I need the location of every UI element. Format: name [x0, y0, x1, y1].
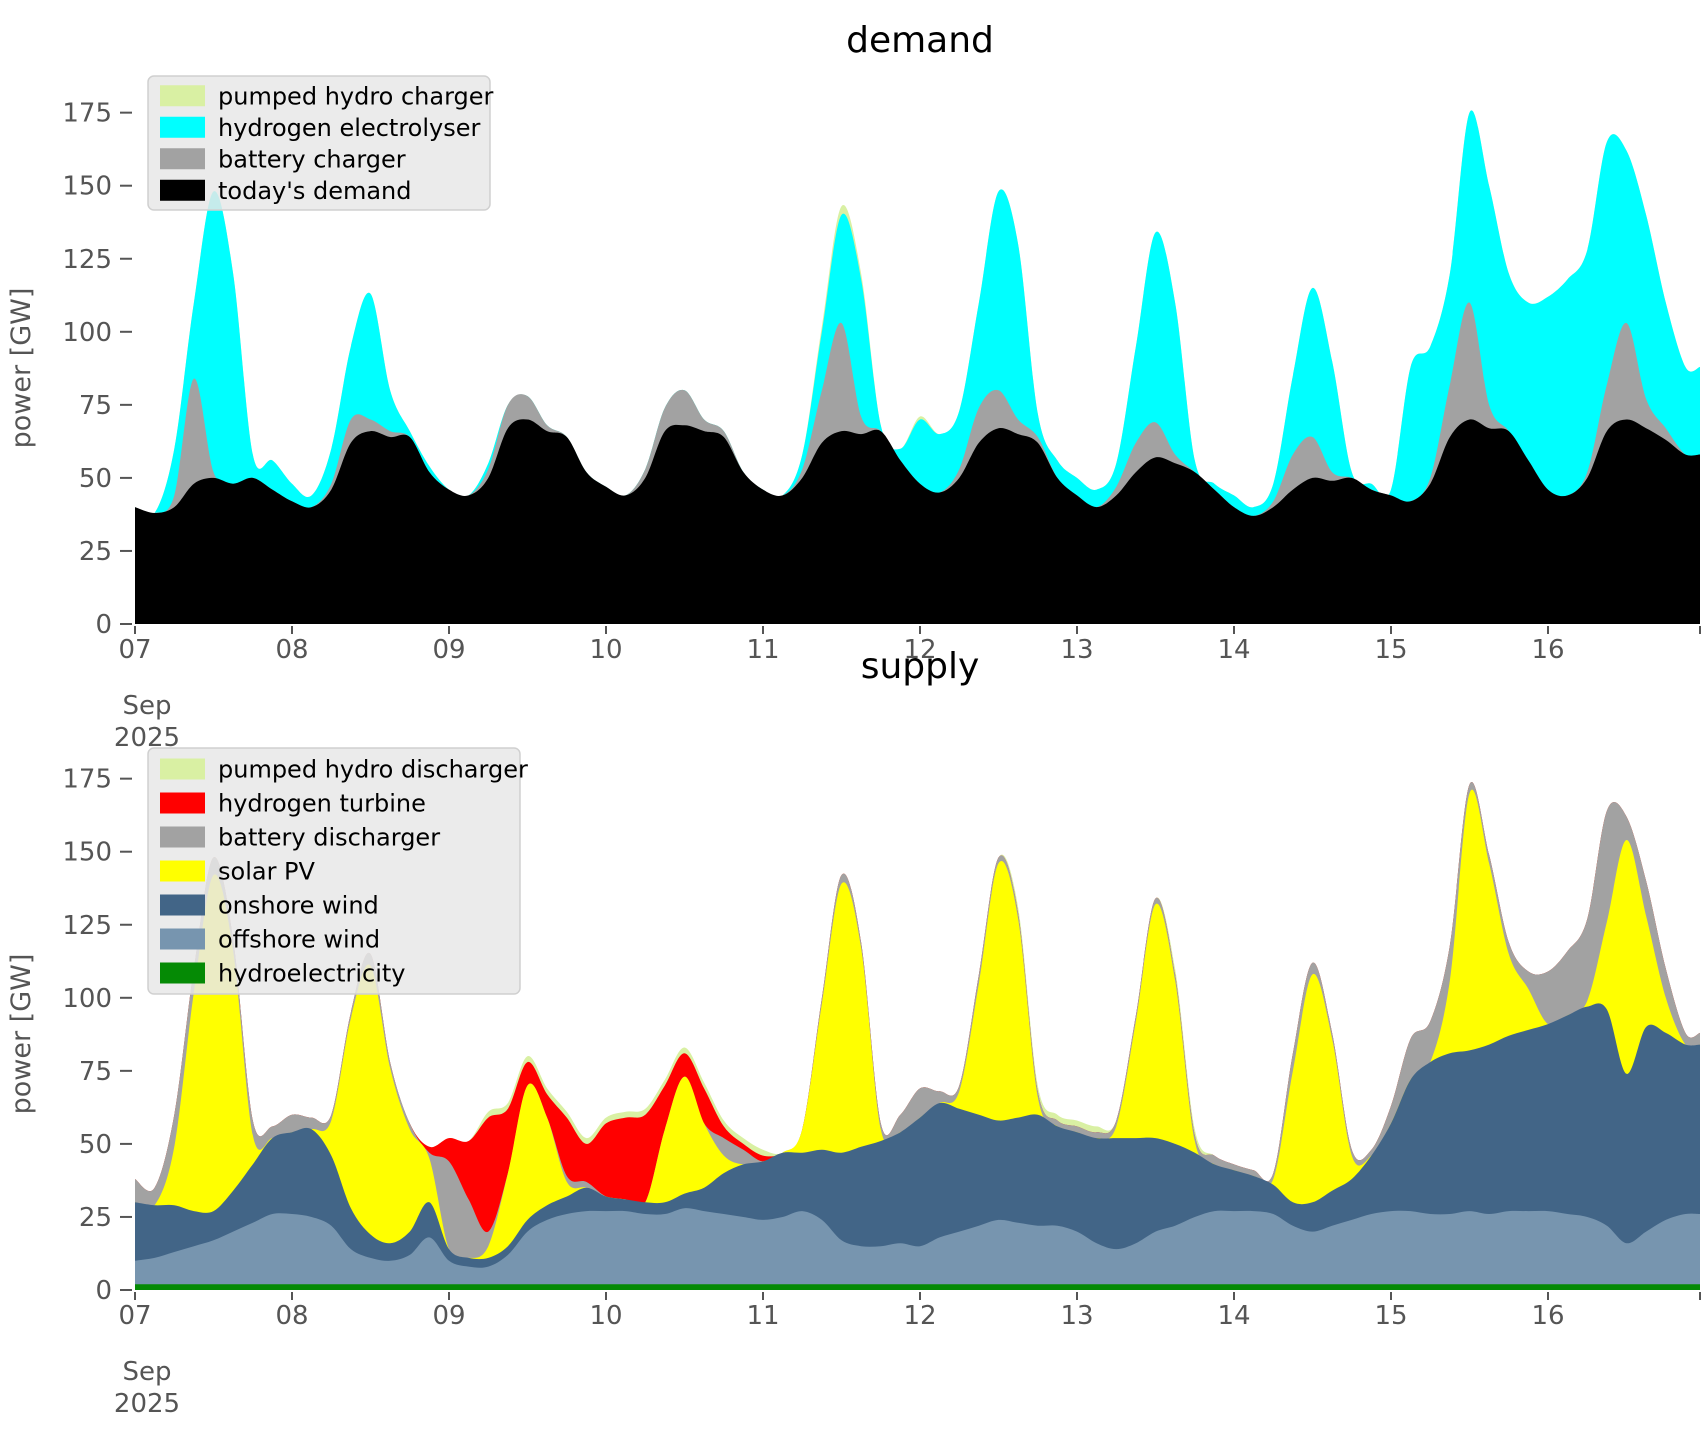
demand-areas	[135, 110, 1700, 624]
x-tick-label: 12	[903, 635, 936, 665]
legend-label: onshore wind	[218, 892, 379, 920]
legend-label: hydrogen electrolyser	[218, 114, 480, 142]
legend-swatch-hydroelectricity	[160, 962, 205, 984]
supply-legend: pumped hydro discharger hydrogen turbine b…	[147, 747, 528, 995]
y-tick-label: 25	[79, 1203, 112, 1233]
x-tick-label: 12	[903, 1301, 936, 1331]
x-tick-label: 07	[118, 635, 151, 665]
legend-label: hydroelectricity	[218, 960, 406, 988]
area-onshore-wind	[135, 1003, 1700, 1290]
legend-item: hydrogen electrolyser	[160, 114, 480, 142]
legend-label: pumped hydro charger	[218, 82, 494, 110]
y-tick-label: 100	[62, 984, 112, 1014]
legend-swatch-solar-pv	[160, 860, 205, 882]
y-tick-label: 175	[62, 99, 112, 129]
supply-yaxis: 0 25 50 75 100 125 150 175	[62, 765, 132, 1306]
x-tick-label: 16	[1531, 635, 1564, 665]
x-tick-label: 08	[275, 1301, 308, 1331]
legend-swatch-pumped-hydro-discharger	[160, 758, 205, 780]
y-tick-label: 50	[79, 464, 112, 494]
y-tick-label: 50	[79, 1130, 112, 1160]
area-hydroelectricity	[135, 1284, 1700, 1290]
y-tick-label: 0	[95, 610, 112, 640]
y-tick-label: 150	[62, 838, 112, 868]
demand-title: demand	[846, 20, 994, 61]
y-tick-label: 0	[95, 1276, 112, 1306]
legend-label: pumped hydro discharger	[218, 756, 528, 784]
x-tick-label: 07	[118, 1301, 151, 1331]
supply-ylabel: power [GW]	[6, 954, 37, 1115]
legend-item: today's demand	[160, 177, 412, 205]
legend-swatch-today-s-demand	[160, 179, 205, 201]
legend-box	[147, 75, 491, 211]
x-tick-label: 13	[1060, 1301, 1093, 1331]
supply-xaxis: 07 08 09 10 11 12 13 14 15 16	[118, 1292, 1701, 1331]
x-tick-label: 09	[432, 635, 465, 665]
x-tick-label: 14	[1217, 635, 1250, 665]
legend-item: hydroelectricity	[160, 960, 406, 988]
legend-item: onshore wind	[160, 892, 379, 920]
legend-label: today's demand	[218, 177, 412, 205]
x-tick-label: 11	[746, 635, 779, 665]
area-today-s-demand	[135, 419, 1700, 624]
legend-box	[147, 747, 521, 995]
chart-supply: supply power [GW] 07 08 09 10 11 12 13 14 15 16 0…	[6, 646, 1701, 1419]
legend-label: hydrogen turbine	[218, 790, 426, 818]
legend-item: battery discharger	[160, 824, 440, 852]
y-tick-label: 125	[62, 911, 112, 941]
legend-swatch-battery-discharger	[160, 826, 205, 848]
area-offshore-wind	[135, 1208, 1700, 1290]
x-tick-label: 09	[432, 1301, 465, 1331]
legend-swatch-hydrogen-electrolyser	[160, 116, 205, 138]
chart-demand: demand power [GW] 07 08 09 10 11 12 13 14 15 16 0…	[6, 20, 1701, 753]
area-solar-pv	[135, 789, 1700, 1290]
x-tick-label: 10	[589, 635, 622, 665]
legend-label: battery charger	[218, 145, 406, 173]
demand-xaxis: 07 08 09 10 11 12 13 14 15 16	[118, 626, 1701, 665]
x-tick-label: 10	[589, 1301, 622, 1331]
y-tick-label: 175	[62, 765, 112, 795]
supply-xaxis-month-label: Sep	[122, 1357, 171, 1387]
legend-item: pumped hydro charger	[160, 82, 494, 110]
y-tick-label: 75	[79, 391, 112, 421]
legend-swatch-battery-charger	[160, 148, 205, 170]
x-tick-label: 14	[1217, 1301, 1250, 1331]
legend-item: pumped hydro discharger	[160, 756, 528, 784]
demand-xaxis-month-label: Sep	[122, 691, 171, 721]
x-tick-label: 13	[1060, 635, 1093, 665]
legend-swatch-pumped-hydro-charger	[160, 85, 205, 107]
legend-label: solar PV	[218, 858, 316, 886]
legend-swatch-onshore-wind	[160, 894, 205, 916]
y-tick-label: 25	[79, 537, 112, 567]
x-tick-label: 08	[275, 635, 308, 665]
legend-label: battery discharger	[218, 824, 440, 852]
x-tick-label: 16	[1531, 1301, 1564, 1331]
supply-xaxis-year-label: 2025	[114, 1389, 180, 1419]
legend-item: hydrogen turbine	[160, 790, 426, 818]
x-tick-label: 11	[746, 1301, 779, 1331]
x-tick-label: 15	[1374, 1301, 1407, 1331]
legend-label: offshore wind	[218, 926, 380, 954]
supply-title: supply	[861, 646, 980, 687]
x-tick-label: 15	[1374, 635, 1407, 665]
legend-swatch-hydrogen-turbine	[160, 792, 205, 814]
y-tick-label: 75	[79, 1057, 112, 1087]
supply-areas	[135, 782, 1700, 1290]
y-tick-label: 150	[62, 172, 112, 202]
demand-ylabel: power [GW]	[6, 288, 37, 449]
demand-yaxis: 0 25 50 75 100 125 150 175	[62, 99, 132, 640]
legend-item: battery charger	[160, 145, 406, 173]
y-tick-label: 125	[62, 245, 112, 275]
legend-item: solar PV	[160, 858, 316, 886]
demand-legend: pumped hydro charger hydrogen electrolyse…	[147, 75, 494, 211]
y-tick-label: 100	[62, 318, 112, 348]
legend-item: offshore wind	[160, 926, 380, 954]
legend-swatch-offshore-wind	[160, 928, 205, 950]
